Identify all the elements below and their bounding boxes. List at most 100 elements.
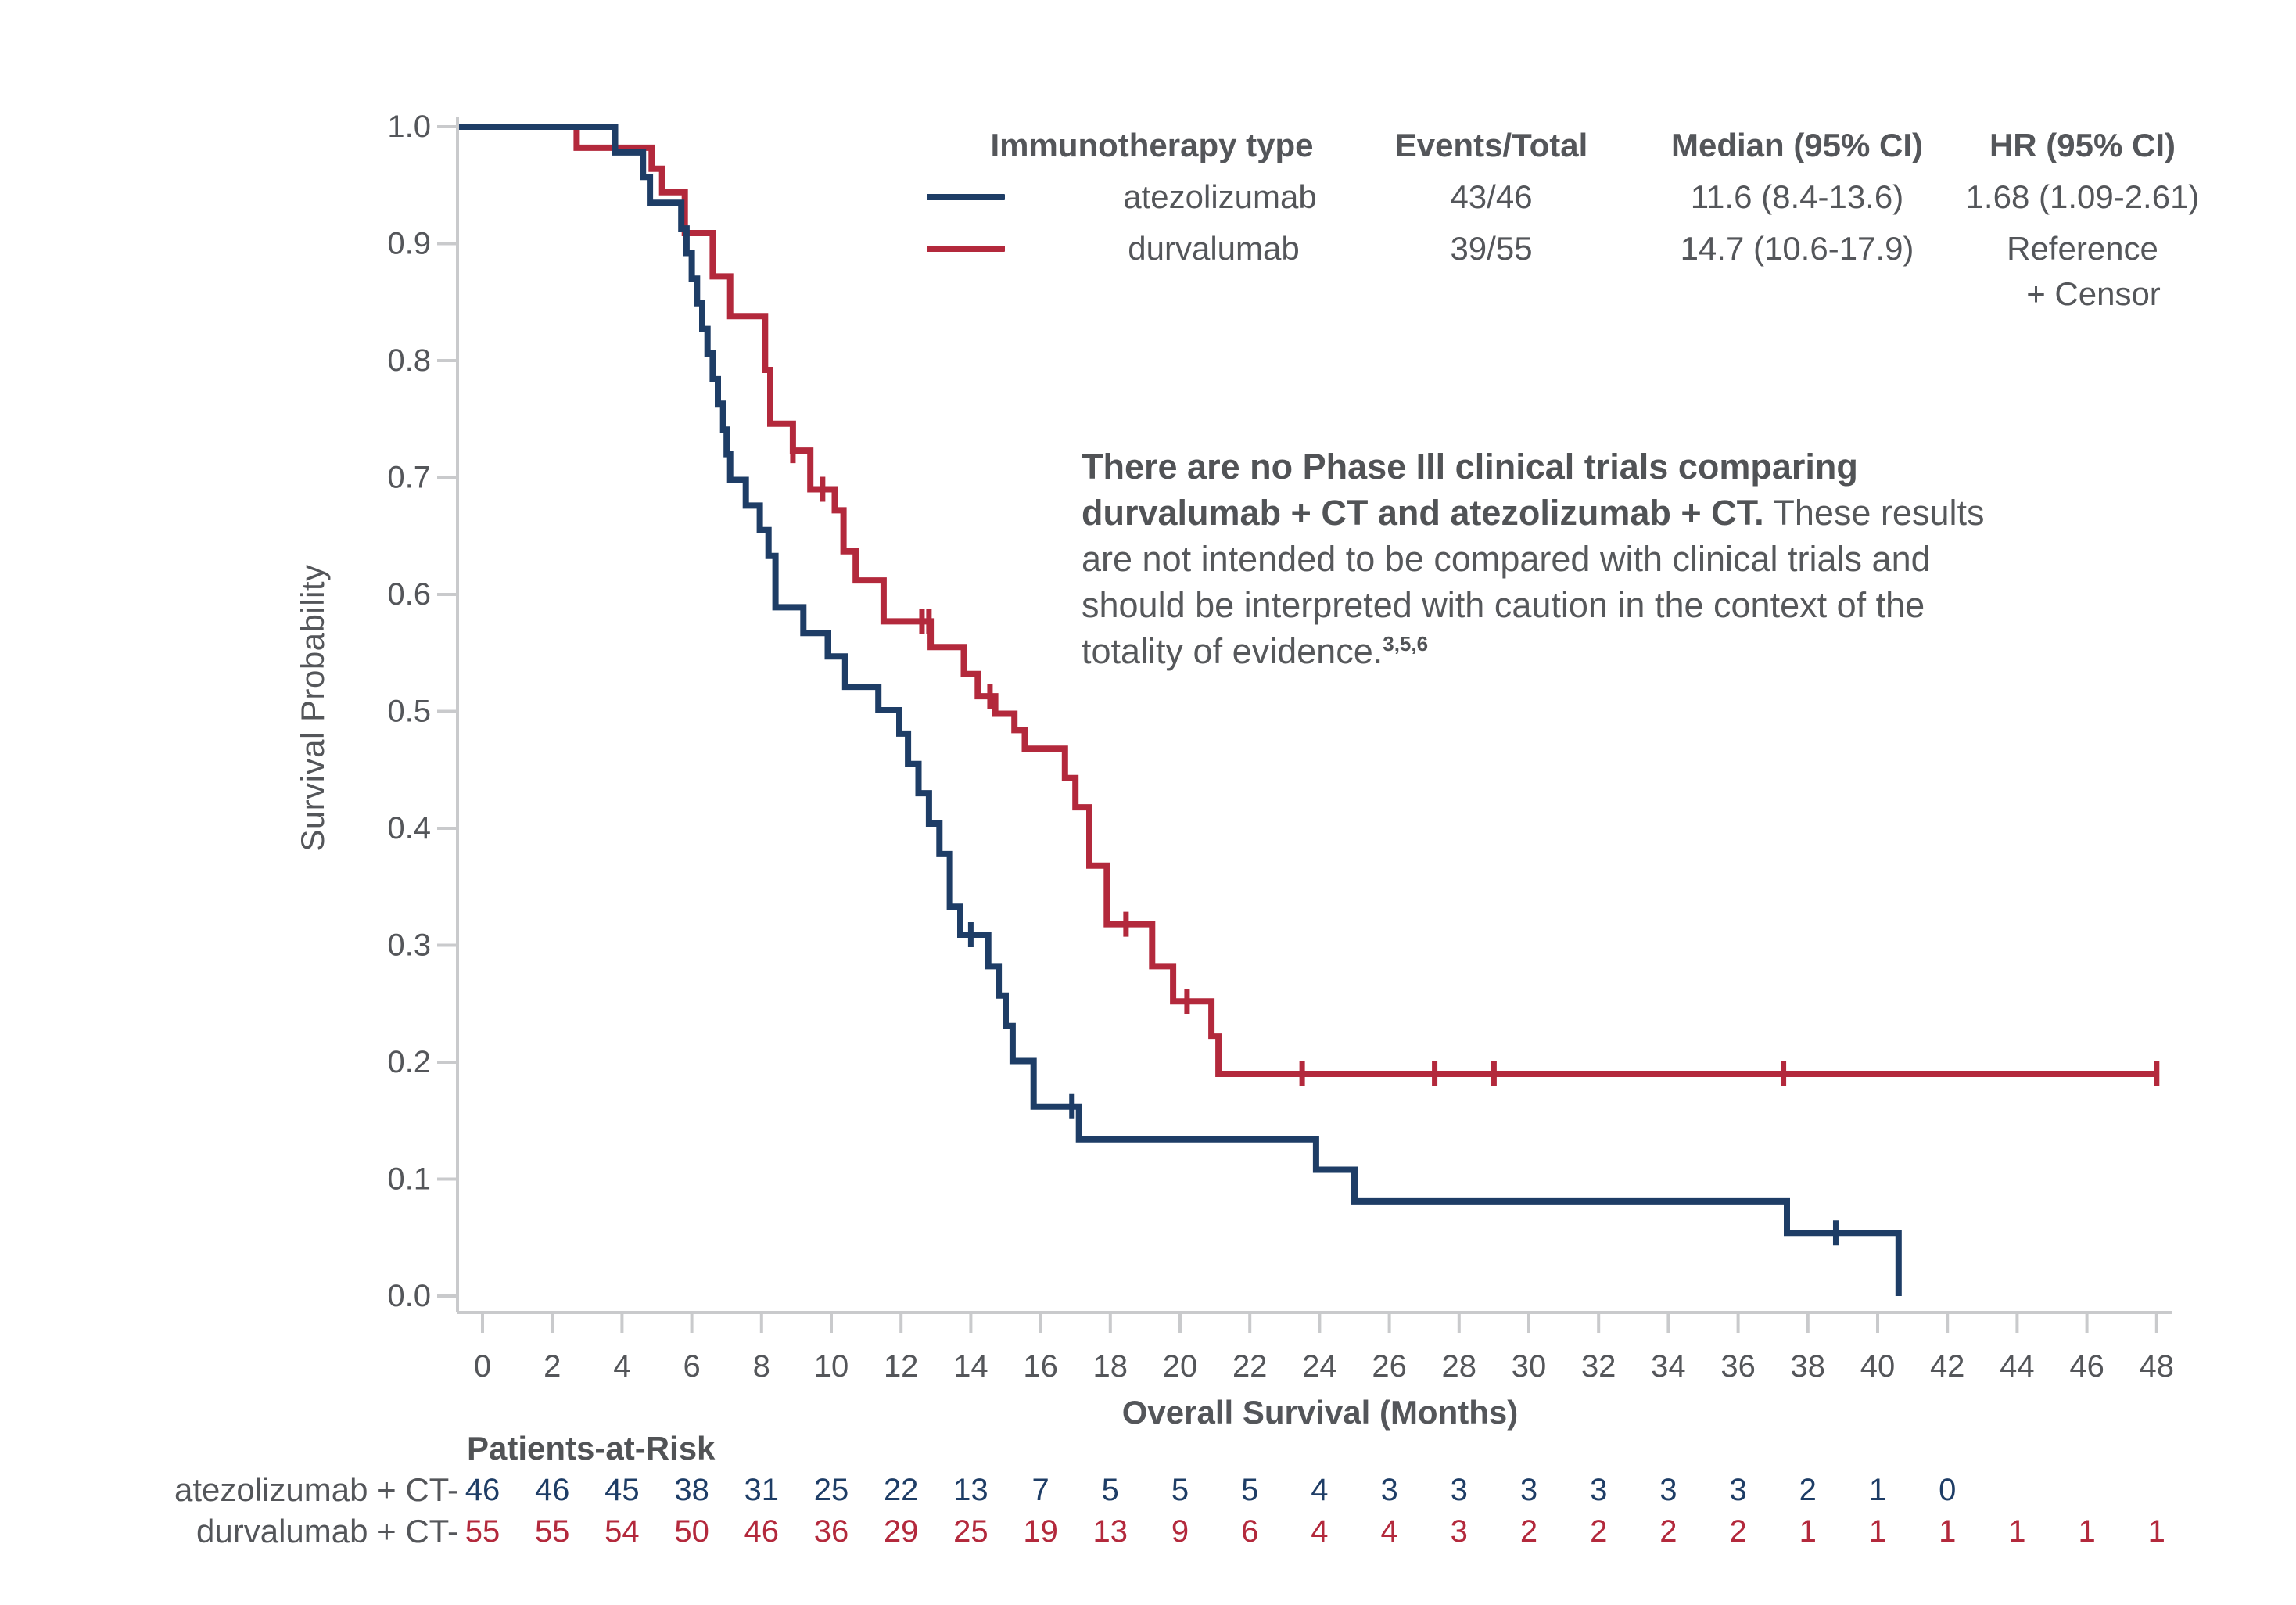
at-risk-label-durvalumab: durvalumab + CT- xyxy=(196,1513,458,1549)
at-risk-value-atezolizumab-CT-40: 1 xyxy=(1869,1473,1886,1507)
y-tick-label-0.9: 0.9 xyxy=(387,227,431,261)
at-risk-value-durvalumab-CT-26: 4 xyxy=(1380,1514,1397,1549)
at-risk-value-durvalumab-CT-28: 3 xyxy=(1451,1514,1468,1549)
at-risk-value-durvalumab-CT-30: 2 xyxy=(1520,1514,1537,1549)
at-risk-value-atezolizumab-CT-42: 0 xyxy=(1939,1473,1956,1507)
legend-hr-durvalumab: Reference xyxy=(2007,230,2158,267)
at-risk-value-atezolizumab-CT-22: 5 xyxy=(1241,1473,1258,1507)
x-tick-label-46: 46 xyxy=(2069,1349,2104,1384)
at-risk-value-durvalumab-CT-10: 36 xyxy=(814,1514,849,1549)
at-risk-value-atezolizumab-CT-16: 7 xyxy=(1031,1473,1049,1507)
x-tick-label-28: 28 xyxy=(1442,1349,1477,1384)
at-risk-value-durvalumab-CT-12: 29 xyxy=(884,1514,919,1549)
y-tick-label-0.4: 0.4 xyxy=(387,811,431,846)
at-risk-value-durvalumab-CT-44: 1 xyxy=(2008,1514,2025,1549)
x-tick-label-4: 4 xyxy=(613,1349,630,1384)
at-risk-value-durvalumab-CT-20: 9 xyxy=(1171,1514,1189,1549)
legend-swatch-durvalumab xyxy=(927,246,1005,252)
x-tick-label-32: 32 xyxy=(1581,1349,1616,1384)
annotation-text: There are no Phase Ill clinical trials c… xyxy=(1082,443,1984,674)
at-risk-value-atezolizumab-CT-24: 4 xyxy=(1311,1473,1328,1507)
at-risk-value-atezolizumab-CT-18: 5 xyxy=(1102,1473,1119,1507)
at-risk-value-atezolizumab-CT-32: 3 xyxy=(1590,1473,1607,1507)
at-risk-value-atezolizumab-CT-28: 3 xyxy=(1451,1473,1468,1507)
at-risk-value-atezolizumab-CT-38: 2 xyxy=(1799,1473,1817,1507)
at-risk-value-durvalumab-CT-38: 1 xyxy=(1799,1514,1817,1549)
km-curve-durvalumab xyxy=(459,124,2157,1077)
legend-header-median: Median (95% CI) xyxy=(1670,127,1924,163)
y-tick-label-0.7: 0.7 xyxy=(387,461,431,495)
legend-censor-note: + Censor xyxy=(2026,275,2161,312)
km-curve-atezolizumab xyxy=(459,124,1902,1296)
y-axis-title: Survival Probability xyxy=(294,564,331,852)
x-tick-label-26: 26 xyxy=(1372,1349,1407,1384)
at-risk-value-atezolizumab-CT-20: 5 xyxy=(1171,1473,1189,1507)
y-tick-label-0.3: 0.3 xyxy=(387,928,431,963)
legend-swatch-atezolizumab xyxy=(927,194,1005,200)
legend-header-immunotherapy-type: Immunotherapy type xyxy=(990,127,1314,163)
at-risk-value-durvalumab-CT-32: 2 xyxy=(1590,1514,1607,1549)
x-tick-label-20: 20 xyxy=(1163,1349,1198,1384)
at-risk-value-atezolizumab-CT-6: 38 xyxy=(674,1473,709,1507)
at-risk-value-atezolizumab-CT-26: 3 xyxy=(1380,1473,1397,1507)
annotation-line: durvalumab + CT and atezolizumab + CT. T… xyxy=(1082,493,1985,533)
x-tick-label-14: 14 xyxy=(953,1349,988,1384)
at-risk-value-durvalumab-CT-36: 2 xyxy=(1729,1514,1746,1549)
y-tick-label-1.0: 1.0 xyxy=(387,110,431,144)
at-risk-value-durvalumab-CT-2: 55 xyxy=(535,1514,570,1549)
at-risk-value-atezolizumab-CT-14: 13 xyxy=(953,1473,988,1507)
y-tick-label-0.5: 0.5 xyxy=(387,695,431,729)
at-risk-value-durvalumab-CT-6: 50 xyxy=(674,1514,709,1549)
at-risk-value-durvalumab-CT-16: 19 xyxy=(1023,1514,1058,1549)
y-tick-label-0.2: 0.2 xyxy=(387,1045,431,1079)
at-risk-value-durvalumab-CT-48: 1 xyxy=(2148,1514,2165,1549)
at-risk-value-durvalumab-CT-8: 46 xyxy=(744,1514,780,1549)
legend-events-durvalumab: 39/55 xyxy=(1450,230,1533,267)
patients-at-risk-title: Patients-at-Risk xyxy=(467,1430,716,1467)
y-tick-label-0.0: 0.0 xyxy=(387,1279,431,1313)
at-risk-value-atezolizumab-CT-2: 46 xyxy=(535,1473,570,1507)
x-tick-label-34: 34 xyxy=(1651,1349,1686,1384)
legend-name-atezolizumab: atezolizumab xyxy=(1123,178,1317,215)
at-risk-value-atezolizumab-CT-30: 3 xyxy=(1520,1473,1537,1507)
at-risk-value-durvalumab-CT-24: 4 xyxy=(1311,1514,1328,1549)
x-tick-label-38: 38 xyxy=(1791,1349,1826,1384)
at-risk-value-atezolizumab-CT-34: 3 xyxy=(1659,1473,1677,1507)
at-risk-value-atezolizumab-CT-36: 3 xyxy=(1729,1473,1746,1507)
at-risk-value-atezolizumab-CT-0: 46 xyxy=(465,1473,500,1507)
at-risk-label-atezolizumab: atezolizumab + CT- xyxy=(174,1471,458,1508)
at-risk-value-durvalumab-CT-42: 1 xyxy=(1939,1514,1956,1549)
at-risk-value-durvalumab-CT-46: 1 xyxy=(2078,1514,2095,1549)
legend-name-durvalumab: durvalumab xyxy=(1128,230,1300,267)
legend-median-atezolizumab: 11.6 (8.4-13.6) xyxy=(1690,178,1904,215)
y-tick-label-0.6: 0.6 xyxy=(387,577,431,612)
x-tick-label-10: 10 xyxy=(814,1349,849,1384)
annotation-line: are not intended to be compared with cli… xyxy=(1082,539,1931,579)
annotation-line: totality of evidence.3,5,6 xyxy=(1082,631,1429,671)
x-tick-label-16: 16 xyxy=(1023,1349,1058,1384)
at-risk-value-atezolizumab-CT-4: 45 xyxy=(604,1473,640,1507)
annotation-line: should be interpreted with caution in th… xyxy=(1082,585,1925,625)
x-tick-label-8: 8 xyxy=(753,1349,770,1384)
at-risk-value-durvalumab-CT-22: 6 xyxy=(1241,1514,1258,1549)
at-risk-value-atezolizumab-CT-10: 25 xyxy=(814,1473,849,1507)
legend-median-durvalumab: 14.7 (10.6-17.9) xyxy=(1680,230,1914,267)
at-risk-value-atezolizumab-CT-8: 31 xyxy=(744,1473,780,1507)
y-tick-label-0.1: 0.1 xyxy=(387,1162,431,1197)
at-risk-value-durvalumab-CT-14: 25 xyxy=(953,1514,988,1549)
x-tick-label-30: 30 xyxy=(1512,1349,1547,1384)
x-tick-label-48: 48 xyxy=(2140,1349,2175,1384)
annotation-line: There are no Phase Ill clinical trials c… xyxy=(1082,447,1858,487)
x-tick-label-36: 36 xyxy=(1720,1349,1756,1384)
x-tick-label-6: 6 xyxy=(683,1349,700,1384)
at-risk-value-durvalumab-CT-0: 55 xyxy=(465,1514,500,1549)
x-tick-label-40: 40 xyxy=(1860,1349,1896,1384)
at-risk-value-durvalumab-CT-18: 13 xyxy=(1093,1514,1128,1549)
at-risk-value-durvalumab-CT-40: 1 xyxy=(1869,1514,1886,1549)
x-tick-label-22: 22 xyxy=(1232,1349,1268,1384)
x-tick-label-44: 44 xyxy=(2000,1349,2035,1384)
legend-hr-atezolizumab: 1.68 (1.09-2.61) xyxy=(1965,178,2200,215)
x-tick-label-0: 0 xyxy=(474,1349,491,1384)
legend-events-atezolizumab: 43/46 xyxy=(1450,178,1533,215)
